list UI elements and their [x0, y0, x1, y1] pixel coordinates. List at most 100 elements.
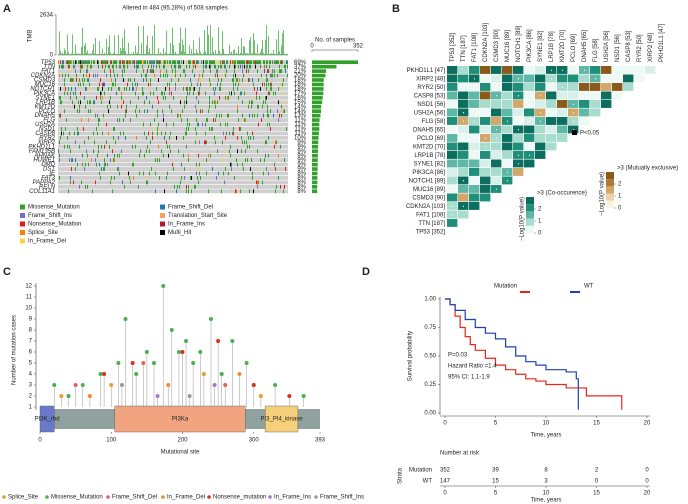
- mutation-cell: [190, 176, 191, 180]
- mutation-cell: [215, 73, 216, 78]
- mutation-cell: [167, 60, 168, 65]
- tmb-texture: [256, 53, 257, 55]
- mutation-cell: [88, 109, 89, 114]
- mutation-cell: [75, 69, 76, 74]
- mutation-cell: [209, 95, 210, 100]
- tmb-texture: [94, 53, 95, 55]
- mutation-cell: [59, 158, 60, 163]
- mutation-cell: [239, 60, 240, 65]
- tmb-texture: [154, 24, 155, 55]
- mutation-cell: [98, 118, 99, 122]
- mutation-cell: [154, 73, 155, 78]
- heat-cell: [491, 83, 502, 91]
- mutation-cell: [122, 60, 123, 65]
- tmb-texture: [98, 53, 99, 55]
- heat-cell: [524, 159, 535, 168]
- mutation-cell: [274, 69, 275, 74]
- mutation-cell: [280, 144, 281, 149]
- mutation-cell: [232, 78, 233, 82]
- lollipop-head: [244, 361, 249, 365]
- percent-label: 9%: [297, 140, 306, 146]
- mutation-cell: [107, 60, 108, 65]
- mutation-cell: [219, 113, 220, 118]
- mutation-cell: [264, 158, 265, 163]
- tmb-texture: [254, 40, 255, 55]
- mutation-cell: [151, 127, 152, 131]
- mutation-cell: [150, 91, 151, 96]
- mutation-cell: [95, 180, 96, 185]
- mutation-cell: [64, 91, 65, 96]
- mutation-cell: [82, 162, 83, 167]
- heat-cell: [546, 91, 557, 100]
- mutation-cell: [120, 131, 121, 136]
- mutation-cell: [216, 69, 217, 74]
- column-label: CASP8 [53]: [626, 30, 632, 62]
- heat-cell: [480, 91, 491, 100]
- sample-bar: [312, 64, 337, 69]
- tmb-texture: [133, 51, 134, 55]
- mutation-cell: [260, 64, 261, 69]
- mutation-cell: [216, 113, 217, 118]
- mutation-cell: [98, 122, 99, 127]
- mutation-cell: [275, 60, 276, 65]
- mutation-cell: [240, 91, 241, 96]
- mutation-cell: [262, 180, 263, 185]
- mutation-cell: [281, 104, 282, 109]
- mutation-cell: [228, 171, 229, 176]
- mutation-cell: [197, 60, 198, 65]
- mutation-cell: [187, 91, 188, 96]
- mutation-cell: [278, 176, 279, 180]
- mutation-cell: [87, 64, 88, 69]
- percent-label: 9%: [297, 153, 306, 159]
- tmb-texture: [164, 53, 165, 55]
- heat-cell: [579, 100, 590, 108]
- mutation-cell: [149, 100, 150, 105]
- mutation-cell: [225, 64, 226, 69]
- mutation-cell: [189, 64, 190, 69]
- mutation-cell: [71, 60, 72, 65]
- mutation-cell: [110, 104, 111, 109]
- heat-cell: [535, 151, 546, 159]
- mutation-cell: [277, 73, 278, 78]
- tmb-texture: [287, 53, 288, 55]
- mutation-cell: [245, 158, 246, 163]
- sample-bar: [312, 122, 320, 127]
- mutation-cell: [269, 64, 270, 69]
- mutation-cell: [246, 64, 247, 69]
- mutation-cell: [124, 87, 125, 91]
- heat-cell: [458, 83, 469, 91]
- mutation-cell: [163, 60, 164, 65]
- heat-cell: [491, 168, 502, 176]
- mutation-cell: [270, 109, 271, 114]
- heat-cell: [447, 83, 458, 91]
- tmb-texture: [68, 52, 69, 55]
- x-tick-label: 0: [443, 421, 447, 427]
- mutation-cell: [268, 82, 269, 87]
- mutation-cell: [132, 162, 133, 167]
- mutation-cell: [202, 122, 203, 127]
- mutation-cell: [190, 60, 191, 65]
- row-label: PIK3CA [86]: [412, 170, 445, 176]
- risk-count: 3: [544, 479, 548, 485]
- heat-cell: [557, 91, 568, 100]
- mutation-cell: [104, 167, 105, 171]
- percent-label: 13%: [294, 113, 307, 119]
- mutation-cell: [183, 153, 184, 158]
- mutation-cell: [156, 60, 157, 65]
- heat-cell: [458, 159, 469, 168]
- mutation-cell: [251, 60, 252, 65]
- domain: [114, 405, 246, 433]
- tmb-texture: [232, 53, 233, 55]
- sig-dot: [517, 163, 520, 165]
- mutation-cell: [150, 82, 151, 87]
- sig-dot: [473, 154, 476, 156]
- tmb-texture: [148, 52, 149, 55]
- sig-dot: [495, 188, 498, 190]
- mutation-cell: [210, 60, 211, 65]
- mutation-cell: [257, 69, 258, 74]
- mutation-cell: [152, 131, 153, 136]
- tmb-texture: [89, 53, 90, 55]
- mutation-cell: [205, 91, 206, 96]
- heat-cell: [590, 100, 601, 108]
- mutation-cell: [157, 113, 158, 118]
